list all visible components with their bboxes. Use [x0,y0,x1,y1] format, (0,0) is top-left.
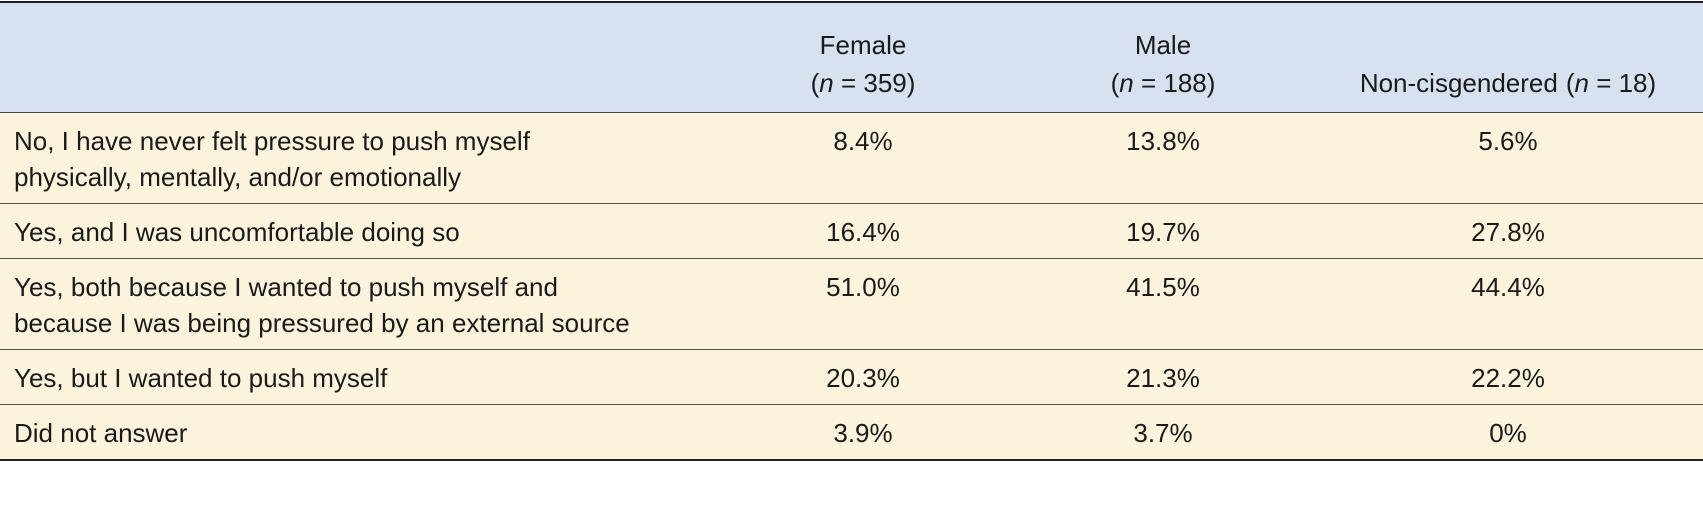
header-title: Male [1134,29,1192,60]
table-header: Female (n = 359) Male (n = 188) Non-cisgende… [0,2,1703,112]
cell-value: 21.3% [1126,362,1200,393]
column-header: Male (n = 188) [1013,2,1313,112]
column-header: Female (n = 359) [713,2,1013,112]
data-table: Female (n = 359) Male (n = 188) Non-cisgende… [0,1,1703,461]
cell-value: 41.5% [1126,271,1200,302]
header-count-part: = 18) [1588,67,1657,98]
cell-value: 19.7% [1126,216,1200,247]
row-label: Yes, but I wanted to push myself [14,362,388,393]
table-row: No, I have never felt pressure to push m… [0,112,1703,203]
table-body: No, I have never felt pressure to push m… [0,112,1703,460]
table-row: Yes, both because I wanted to push mysel… [0,258,1703,349]
cell-value: 20.3% [826,362,900,393]
cell-value: 44.4% [1471,271,1545,302]
header-title: Non-cisgendered [1359,67,1558,98]
cell-value: 16.4% [826,216,900,247]
table-row: Yes, but I wanted to push myself 20.3% 21.… [0,349,1703,404]
row-label: No, I have never felt pressure to push m… [14,125,530,192]
header-count: (n = 18) [1566,68,1656,98]
cell-value: 5.6% [1478,125,1538,156]
row-label: Did not answer [14,417,188,448]
row-label: Yes, and I was uncomfortable doing so [14,216,460,247]
cell-value: 0% [1489,417,1527,448]
header-count: (n = 188) [1111,68,1216,98]
header-empty [0,2,713,112]
header-count-part: n [1574,67,1589,98]
table-row: Did not answer 3.9% 3.7% 0% [0,404,1703,460]
header-count-part: ( [1110,67,1120,98]
cell-value: 3.7% [1133,417,1193,448]
row-label: Yes, both because I wanted to push mysel… [14,271,630,338]
cell-value: 27.8% [1471,216,1545,247]
header-count-part: = 188) [1133,67,1216,98]
column-header: Non-cisgendered (n = 18) [1313,2,1703,112]
header-count-part: n [1119,67,1134,98]
table-row: Yes, and I was uncomfortable doing so 16.… [0,203,1703,258]
header-count: (n = 359) [811,68,916,98]
header-count-part: ( [1565,67,1575,98]
cell-value: 13.8% [1126,125,1200,156]
cell-value: 22.2% [1471,362,1545,393]
header-title: Female [819,29,907,60]
header-count-part: n [819,67,834,98]
cell-value: 8.4% [833,125,893,156]
cell-value: 51.0% [826,271,900,302]
header-count-part: ( [810,67,820,98]
cell-value: 3.9% [833,417,893,448]
header-count-part: = 359) [833,67,916,98]
header-row: Female (n = 359) Male (n = 188) Non-cisgende… [0,2,1703,112]
